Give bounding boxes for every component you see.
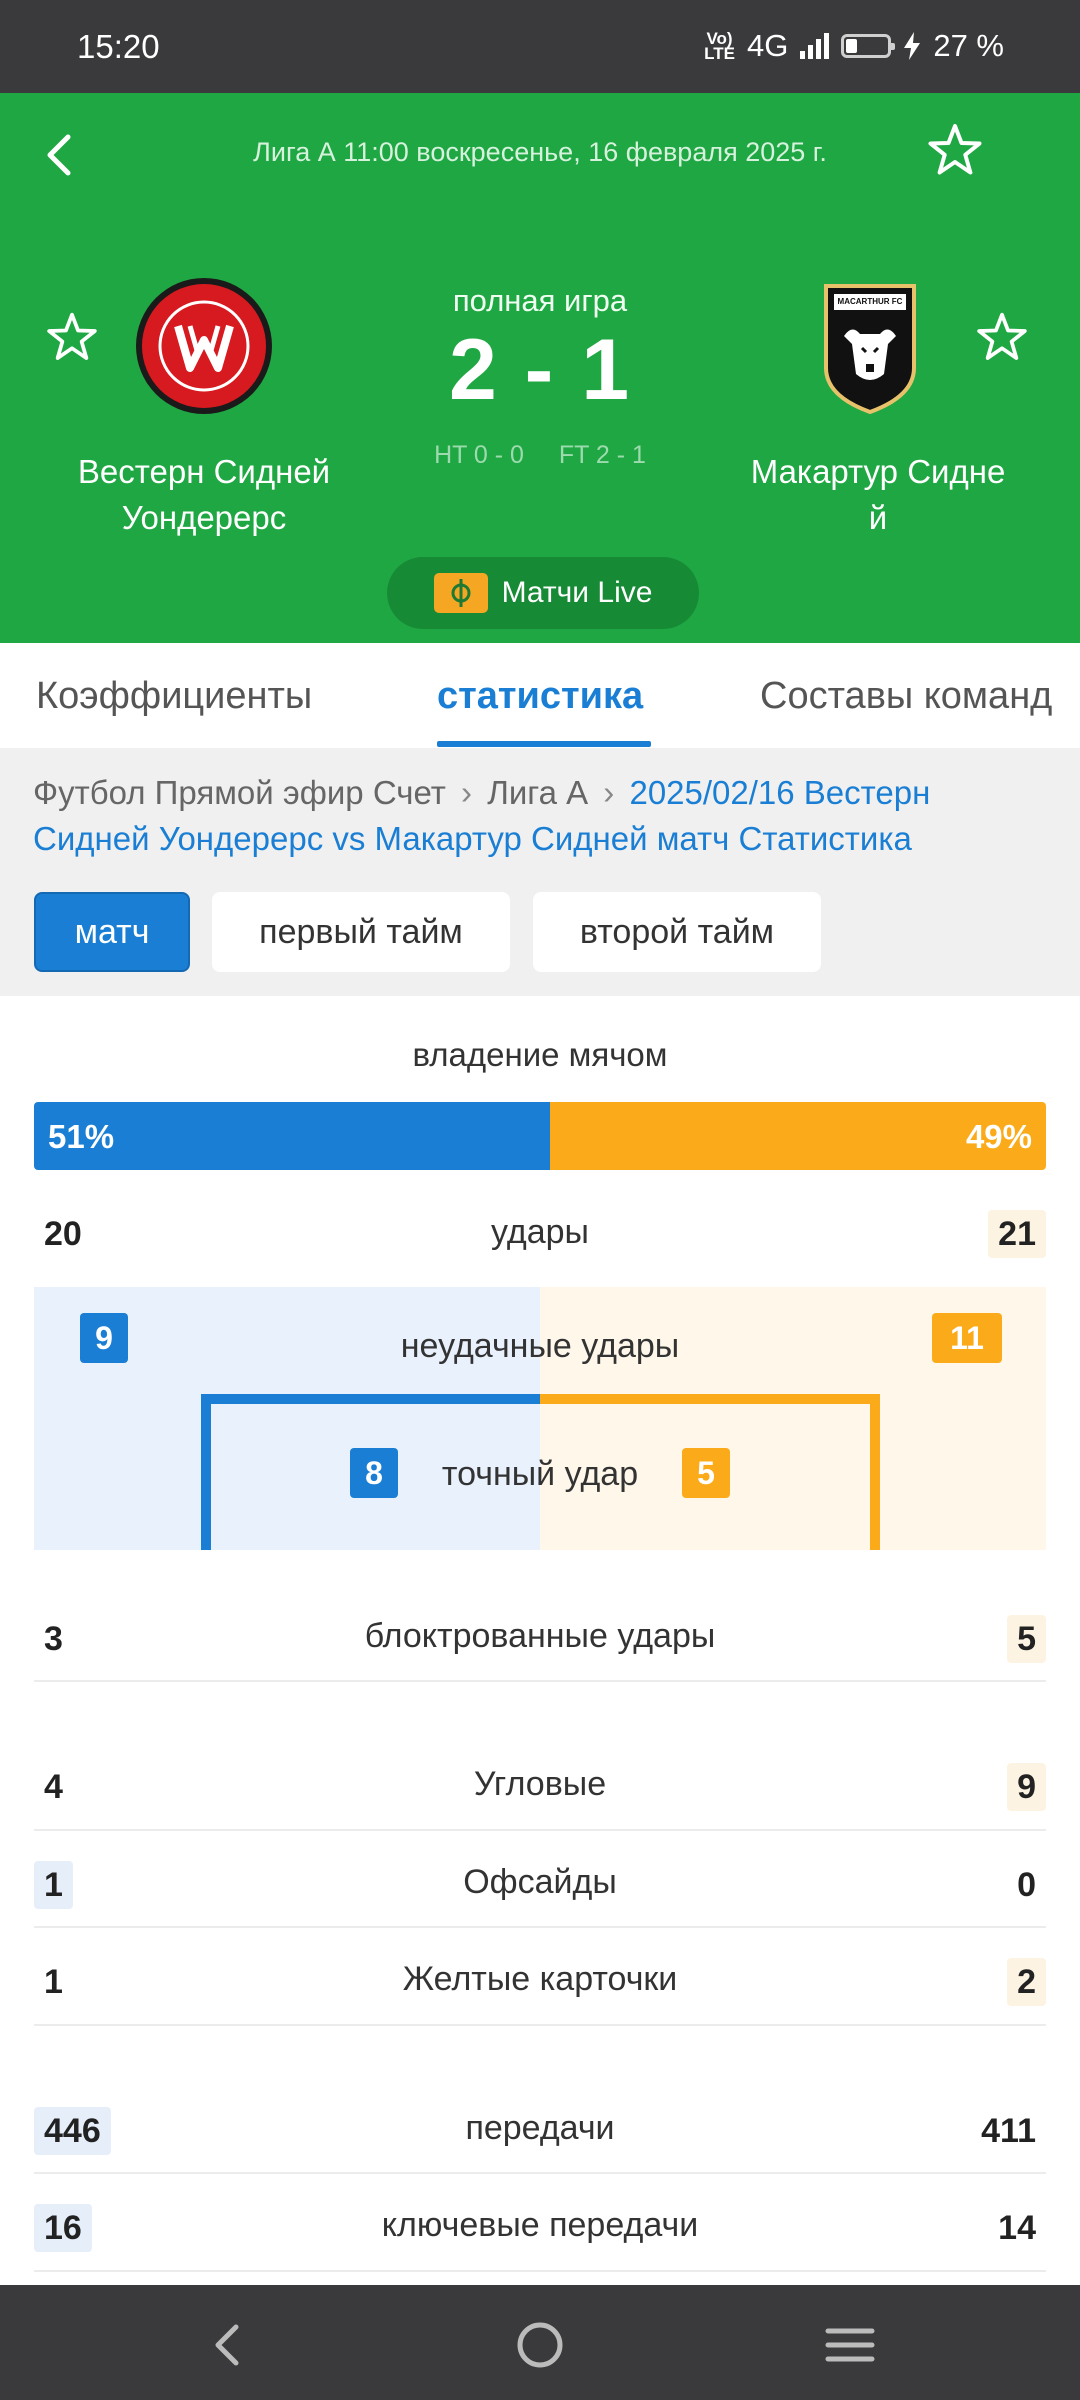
- shots-on-label: точный удар: [441, 1455, 639, 1493]
- tab-odds[interactable]: Коэффициенты: [36, 675, 313, 717]
- away-team-name-line2: й: [868, 499, 888, 536]
- stat-divider: [34, 1829, 1046, 1831]
- shots-away-value: 21: [988, 1210, 1046, 1258]
- goal-frame-away: [540, 1394, 880, 1550]
- shots-label: удары: [491, 1213, 589, 1251]
- home-team-logo[interactable]: [134, 276, 274, 416]
- status-icons: Vo) LTE 4G 27 %: [704, 28, 1004, 64]
- match-header: Лига А 11:00 воскресенье, 16 февраля 202…: [0, 93, 1080, 643]
- status-time: 15:20: [77, 28, 160, 65]
- passes-away: 411: [981, 2112, 1036, 2150]
- volte-icon: Vo) LTE: [704, 29, 735, 63]
- live-matches-label: Матчи Live: [501, 576, 653, 609]
- stat-divider: [34, 1926, 1046, 1928]
- yellow-cards-away: 2: [1007, 1958, 1046, 2006]
- status-bar: 15:20 Vo) LTE 4G 27 %: [0, 0, 1080, 93]
- blocked-shots-label: блоктрованные удары: [364, 1617, 716, 1655]
- star-outline-icon: [977, 312, 1027, 360]
- system-nav-bar: [0, 2285, 1080, 2400]
- key-passes-away: 14: [998, 2209, 1036, 2247]
- key-passes-home: 16: [34, 2204, 92, 2252]
- battery-icon: [841, 34, 896, 58]
- shots-off-away-badge: 11: [932, 1313, 1002, 1363]
- period-second-half-button[interactable]: второй тайм: [533, 892, 821, 972]
- breadcrumb-league[interactable]: Лига А: [487, 774, 589, 811]
- away-logo-text: MACARTHUR FC: [837, 297, 903, 306]
- back-button[interactable]: [38, 125, 88, 185]
- favorite-match-button[interactable]: [925, 121, 985, 181]
- live-matches-button[interactable]: Матчи Live: [387, 557, 699, 629]
- blocked-shots-away: 5: [1007, 1615, 1046, 1663]
- breadcrumb: Футбол Прямой эфир Счет › Лига А › 2025/…: [33, 770, 1053, 862]
- nav-menu-icon: [825, 2328, 875, 2362]
- corners-label: Угловые: [473, 1765, 607, 1803]
- offsides-away: 0: [1017, 1866, 1036, 1904]
- chevron-left-icon: [47, 134, 71, 176]
- shots-breakdown: 9 неудачные удары 11 8 точный удар 5: [34, 1287, 1046, 1550]
- tab-statistics[interactable]: статистика: [437, 675, 644, 717]
- league-date-line: Лига А 11:00 воскресенье, 16 февраля 202…: [253, 137, 827, 167]
- network-type: 4G: [746, 28, 789, 63]
- battery-level: 27 %: [933, 28, 1004, 63]
- match-score: 2 - 1: [448, 322, 632, 418]
- tab-lineups[interactable]: Составы команд: [760, 675, 1053, 717]
- possession-away-fill: 49%: [550, 1102, 1046, 1170]
- full-time-score: FT 2 - 1: [558, 441, 646, 469]
- half-time-score: HT 0 - 0: [434, 441, 524, 469]
- section-tabs: Коэффициенты статистика Составы команд: [0, 643, 1080, 748]
- passes-label: передачи: [465, 2109, 615, 2147]
- star-outline-icon: [928, 124, 982, 175]
- corners-away: 9: [1007, 1763, 1046, 1811]
- away-team-name-line1: Макартур Сидне: [750, 453, 1006, 490]
- shots-off-label: неудачные удары: [400, 1327, 680, 1365]
- home-team-name[interactable]: Вестерн Сидней Уондерерс: [77, 453, 331, 536]
- filter-area: Футбол Прямой эфир Счет › Лига А › 2025/…: [0, 748, 1080, 996]
- corners-home: 4: [44, 1768, 63, 1806]
- away-team-name[interactable]: Макартур Сидне й: [718, 449, 1038, 541]
- chevron-right-icon: ›: [603, 774, 615, 811]
- key-passes-label: ключевые передачи: [381, 2206, 699, 2244]
- favorite-home-team-button[interactable]: [44, 310, 100, 366]
- possession-away-value: 49%: [965, 1118, 1032, 1155]
- nav-recents-button[interactable]: [820, 2315, 880, 2375]
- shots-home-value: 20: [44, 1215, 82, 1253]
- possession-bar: 51% 49%: [34, 1102, 1046, 1170]
- possession-title: владение мячом: [412, 1036, 668, 1073]
- nav-home-button[interactable]: [510, 2315, 570, 2375]
- nav-back-icon: [215, 2324, 239, 2366]
- shots-off-home-badge: 9: [80, 1313, 128, 1363]
- yellow-cards-label: Желтые карточки: [402, 1960, 678, 1998]
- stat-divider: [34, 2024, 1046, 2026]
- signal-icon: [800, 33, 830, 59]
- shots-on-home-badge: 8: [350, 1448, 398, 1498]
- offsides-label: Офсайды: [463, 1863, 617, 1901]
- stat-divider: [34, 2172, 1046, 2174]
- breadcrumb-football[interactable]: Футбол Прямой эфир Счет: [33, 774, 446, 811]
- offsides-home: 1: [34, 1861, 73, 1909]
- game-period-label: полная игра: [452, 283, 628, 318]
- period-first-half-button[interactable]: первый тайм: [212, 892, 510, 972]
- half-full-time-scores: HT 0 - 0 FT 2 - 1: [390, 441, 690, 470]
- charging-icon: [904, 32, 921, 60]
- star-outline-icon: [47, 312, 97, 360]
- away-team-logo[interactable]: MACARTHUR FC: [800, 278, 940, 418]
- nav-home-icon: [517, 2322, 563, 2368]
- breadcrumb-current[interactable]: 2025/02/16 Вестерн Сидней Уондерерс vs М…: [33, 774, 931, 857]
- passes-home: 446: [34, 2107, 111, 2155]
- chevron-right-icon: ›: [461, 774, 473, 811]
- favorite-away-team-button[interactable]: [974, 310, 1030, 366]
- shots-on-away-badge: 5: [682, 1448, 730, 1498]
- possession-home-value: 51%: [48, 1118, 115, 1155]
- period-match-button[interactable]: матч: [34, 892, 190, 972]
- goal-frame-home: [201, 1394, 540, 1550]
- stat-divider: [34, 1680, 1046, 1682]
- live-pitch-icon: [433, 573, 488, 613]
- active-tab-indicator: [437, 741, 651, 747]
- possession-home-fill: 51%: [34, 1102, 551, 1170]
- blocked-shots-home: 3: [44, 1620, 63, 1658]
- nav-back-button[interactable]: [198, 2315, 258, 2375]
- stat-divider: [34, 2270, 1046, 2272]
- yellow-cards-home: 1: [44, 1963, 63, 2001]
